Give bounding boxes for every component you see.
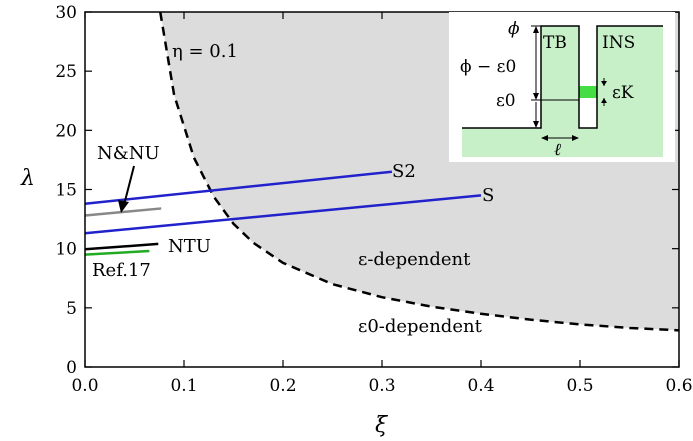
inset: ϕ ϕ − ε0 ε0 TB INS εK ℓ [449, 12, 675, 162]
y-tick-label: 30 [55, 3, 77, 23]
y-tick-label: 10 [55, 240, 77, 260]
series-line-n-nu [84, 207, 162, 217]
tick-labels: 0.0 0.1 0.2 0.3 0.4 0.5 0.6 0 5 10 15 20 25 30 [55, 3, 692, 396]
x-tick-label: 0.3 [368, 376, 395, 396]
inset-ell-label: ℓ [554, 140, 561, 160]
series-line-ntu [84, 242, 159, 251]
y-tick-label: 20 [55, 121, 77, 141]
series-line-ref-17 [84, 249, 150, 256]
inset-eps0-label: ε0 [496, 91, 516, 111]
eta-label: η = 0.1 [172, 41, 238, 62]
inset-phi-arrowhead-bottom [533, 93, 539, 100]
ntu-label: NTU [168, 236, 211, 257]
x-tick-label: 0.0 [71, 376, 98, 396]
boundary-curve [159, 11, 680, 332]
y-tick-label: 0 [66, 358, 77, 378]
nnu-label: N&NU [97, 143, 160, 164]
x-axis-title: ξ [375, 413, 389, 438]
x-tick-label: 0.5 [566, 376, 593, 396]
inset-potential [462, 25, 663, 129]
inset-ell-arrowhead-left [541, 135, 548, 141]
x-tick-label: 0.1 [170, 376, 197, 396]
boundary-line [159, 11, 680, 332]
inset-tb-label: TB [543, 33, 567, 53]
inset-ell-arrowhead-right [572, 135, 579, 141]
series-line-s [84, 194, 482, 235]
inset-fill [462, 26, 663, 157]
nnu-arrow [123, 165, 135, 206]
s2-label: S2 [392, 161, 416, 182]
eps-dependent-label: ε-dependent [358, 249, 471, 270]
inset-epsk-arrowhead-bottom [601, 98, 607, 103]
y-tick-label: 25 [55, 62, 77, 82]
ref17-label: Ref.17 [92, 260, 151, 281]
inset-level [579, 86, 597, 98]
x-tick-label: 0.6 [665, 376, 692, 396]
inset-eps0-arrowhead [533, 121, 539, 128]
y-axis-title: λ [20, 166, 35, 191]
inset-phi-label: ϕ [508, 19, 520, 39]
inset-phi-arrowhead-top [533, 26, 539, 33]
inset-epsk-arrowhead-top [601, 81, 607, 86]
eps0-dependent-label: ε0-dependent [358, 316, 483, 337]
inset-epsk-label: εK [612, 83, 634, 103]
inset-phi-minus-eps0-label: ϕ − ε0 [460, 57, 516, 77]
series-lines [84, 170, 482, 256]
x-tick-label: 0.2 [269, 376, 296, 396]
x-tick-label: 0.4 [467, 376, 494, 396]
inset-ins-label: INS [602, 33, 635, 53]
y-tick-label: 5 [66, 299, 77, 319]
series-line-s2 [84, 170, 393, 205]
y-tick-label: 15 [55, 181, 77, 201]
s-label: S [482, 185, 494, 206]
nnu-arrowhead [118, 200, 129, 213]
